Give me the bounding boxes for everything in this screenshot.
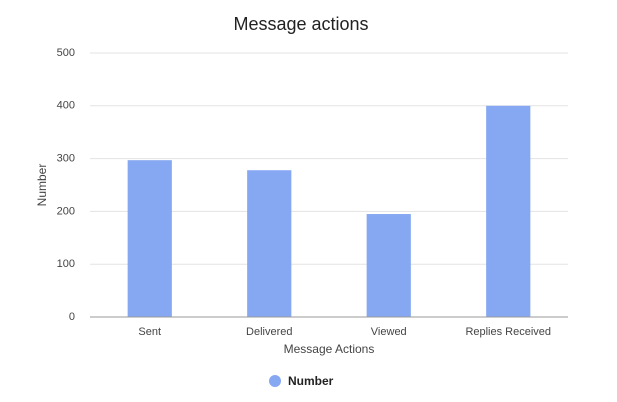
y-tick-label: 500 bbox=[57, 47, 75, 59]
legend-marker bbox=[269, 375, 281, 387]
y-tick-label: 100 bbox=[57, 258, 75, 270]
y-tick-label: 400 bbox=[57, 100, 75, 112]
chart-title: Message actions bbox=[233, 14, 368, 34]
y-tick-label: 300 bbox=[57, 153, 75, 165]
bar bbox=[366, 214, 411, 317]
bar bbox=[486, 105, 531, 317]
y-axis-title: Number bbox=[35, 164, 49, 207]
bar bbox=[127, 160, 172, 317]
x-tick-label: Delivered bbox=[246, 326, 292, 338]
x-tick-label: Sent bbox=[138, 326, 161, 338]
y-tick-label: 200 bbox=[57, 205, 75, 217]
legend-label: Number bbox=[288, 374, 334, 388]
bar bbox=[247, 170, 292, 317]
x-axis-title: Message Actions bbox=[284, 342, 375, 356]
x-tick-label: Replies Received bbox=[465, 326, 551, 338]
y-tick-label: 0 bbox=[69, 311, 75, 323]
x-tick-label: Viewed bbox=[371, 326, 407, 338]
